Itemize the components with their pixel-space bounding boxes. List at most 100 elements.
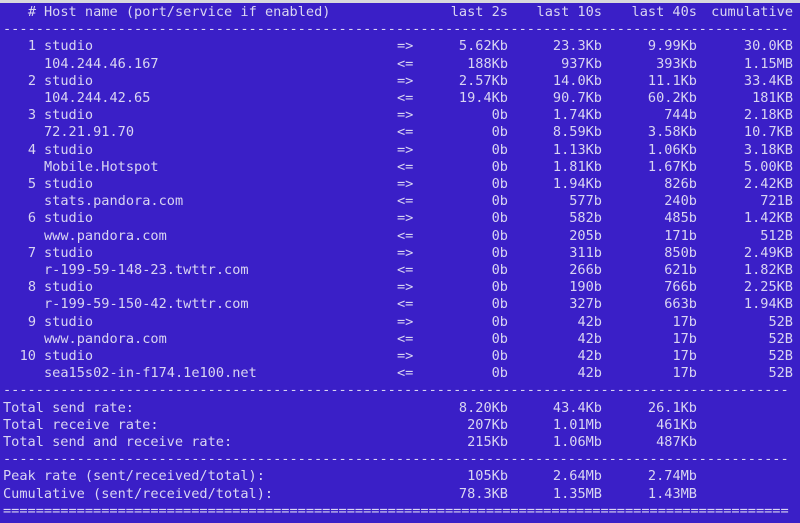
header-last40s: last 40s	[631, 4, 697, 20]
separator: ----------------------------------------…	[0, 382, 800, 399]
receive-value: 52B	[768, 330, 793, 347]
receive-value: 17b	[672, 365, 697, 382]
host-index: 3	[27, 107, 36, 124]
receive-value: 0b	[491, 124, 508, 141]
host-index: 10	[19, 348, 36, 364]
local-host: studio	[44, 38, 94, 55]
header-host: Host name (port/service if enabled)	[44, 4, 331, 20]
send-value: 766b	[664, 279, 697, 296]
receive-value: 0b	[491, 330, 508, 347]
send-value: 311b	[569, 244, 602, 261]
receive-value: 0b	[491, 296, 508, 313]
host-index: 9	[27, 313, 36, 330]
remote-host: Mobile.Hotspot	[44, 158, 159, 175]
header-last2s: last 2s	[450, 4, 508, 20]
send-value: 0b	[491, 107, 508, 124]
send-value: 52B	[768, 348, 793, 364]
host-row-receive: sea15s02-in-f174.1e100.net <= 0b 42b 17b 52B	[0, 365, 800, 382]
host-row-receive: www.pandora.com <= 0b 205b 171b 512B	[0, 228, 800, 245]
local-host: studio	[44, 141, 94, 158]
total-row: Total send rate: 8.20Kb 43.4Kb 26.1Kb	[0, 400, 800, 417]
summary-label: Cumulative (sent/received/total):	[3, 485, 274, 502]
send-value: 0b	[491, 210, 508, 227]
send-value: 1.13Kb	[552, 141, 602, 158]
send-value: 5.62Kb	[458, 38, 508, 55]
total-value: 1.06Mb	[552, 434, 602, 450]
remote-host: www.pandora.com	[44, 330, 167, 347]
separator-line: ----------------------------------------…	[3, 21, 789, 38]
send-value: 11.1Kb	[647, 72, 697, 89]
receive-value: 17b	[672, 330, 697, 347]
local-host: studio	[44, 244, 94, 261]
local-host: studio	[44, 279, 94, 296]
local-host: studio	[44, 313, 94, 330]
receive-value: 60.2Kb	[647, 90, 697, 106]
receive-value: 181KB	[752, 90, 793, 106]
receive-arrow: <=	[397, 296, 414, 313]
receive-value: 0b	[491, 193, 508, 210]
bottom-border: ========================================…	[0, 503, 800, 520]
send-value: 485b	[664, 210, 697, 227]
send-value: 23.3Kb	[552, 38, 602, 55]
receive-value: 205b	[569, 227, 602, 244]
receive-arrow: <=	[397, 227, 414, 244]
send-value: 1.94Kb	[552, 176, 602, 192]
total-label: Total receive rate:	[3, 416, 159, 433]
host-row-send: 7 studio => 0b 311b 850b 2.49KB	[0, 245, 800, 262]
header-cumulative: cumulative	[711, 4, 793, 20]
send-value: 30.0KB	[743, 38, 793, 55]
send-value: 3.18KB	[743, 141, 793, 158]
local-host: studio	[44, 72, 94, 89]
send-value: 2.42KB	[743, 176, 793, 192]
send-arrow: =>	[397, 313, 414, 330]
receive-value: 512B	[760, 227, 793, 244]
receive-arrow: <=	[397, 55, 414, 72]
send-value: 0b	[491, 244, 508, 261]
send-value: 0b	[491, 313, 508, 330]
host-row-send: 9 studio => 0b 42b 17b 52B	[0, 314, 800, 331]
send-value: 2.18KB	[743, 107, 793, 124]
total-value: 487Kb	[656, 434, 697, 450]
host-row-receive: 104.244.46.167 <= 188Kb 937Kb 393Kb 1.15MB	[0, 56, 800, 73]
send-value: 42b	[577, 313, 602, 330]
receive-value: 393Kb	[656, 55, 697, 72]
receive-arrow: <=	[397, 262, 414, 278]
send-value: 1.06Kb	[647, 141, 697, 158]
receive-arrow: <=	[397, 330, 414, 347]
local-host: studio	[44, 176, 94, 192]
send-value: 33.4KB	[743, 72, 793, 89]
total-value: 26.1Kb	[647, 399, 697, 416]
summary-row: Cumulative (sent/received/total): 78.3KB 1…	[0, 486, 800, 503]
local-host: studio	[44, 210, 94, 227]
send-value: 2.57Kb	[458, 72, 508, 89]
summary-row: Peak rate (sent/received/total): 105Kb 2.6…	[0, 468, 800, 485]
send-arrow: =>	[397, 72, 414, 89]
receive-value: 0b	[491, 262, 508, 278]
receive-value: 266b	[569, 262, 602, 278]
receive-value: 721B	[760, 193, 793, 210]
host-index: 6	[27, 210, 36, 227]
send-value: 2.25KB	[743, 279, 793, 296]
summary-value: 105Kb	[467, 468, 508, 485]
send-value: 582b	[569, 210, 602, 227]
bottom-border-line: ========================================…	[3, 502, 789, 519]
total-value: 461Kb	[656, 416, 697, 433]
remote-host: 104.244.42.65	[44, 90, 151, 106]
host-index: 4	[27, 141, 36, 158]
send-arrow: =>	[397, 176, 414, 192]
separator-line: ----------------------------------------…	[3, 382, 789, 399]
receive-value: 42b	[577, 330, 602, 347]
host-row-send: 1 studio => 5.62Kb 23.3Kb 9.99Kb 30.0KB	[0, 38, 800, 55]
local-host: studio	[44, 348, 94, 364]
total-row: Total send and receive rate: 215Kb 1.06Mb 4…	[0, 434, 800, 451]
host-row-send: 5 studio => 0b 1.94Kb 826b 2.42KB	[0, 176, 800, 193]
host-row-send: 4 studio => 0b 1.13Kb 1.06Kb 3.18KB	[0, 142, 800, 159]
send-value: 744b	[664, 107, 697, 124]
receive-value: 1.94KB	[743, 296, 793, 313]
receive-value: 577b	[569, 193, 602, 210]
send-value: 1.42KB	[743, 210, 793, 227]
send-arrow: =>	[397, 348, 414, 364]
send-value: 52B	[768, 313, 793, 330]
remote-host: r-199-59-150-42.twttr.com	[44, 296, 249, 313]
host-row-send: 2 studio => 2.57Kb 14.0Kb 11.1Kb 33.4KB	[0, 73, 800, 90]
